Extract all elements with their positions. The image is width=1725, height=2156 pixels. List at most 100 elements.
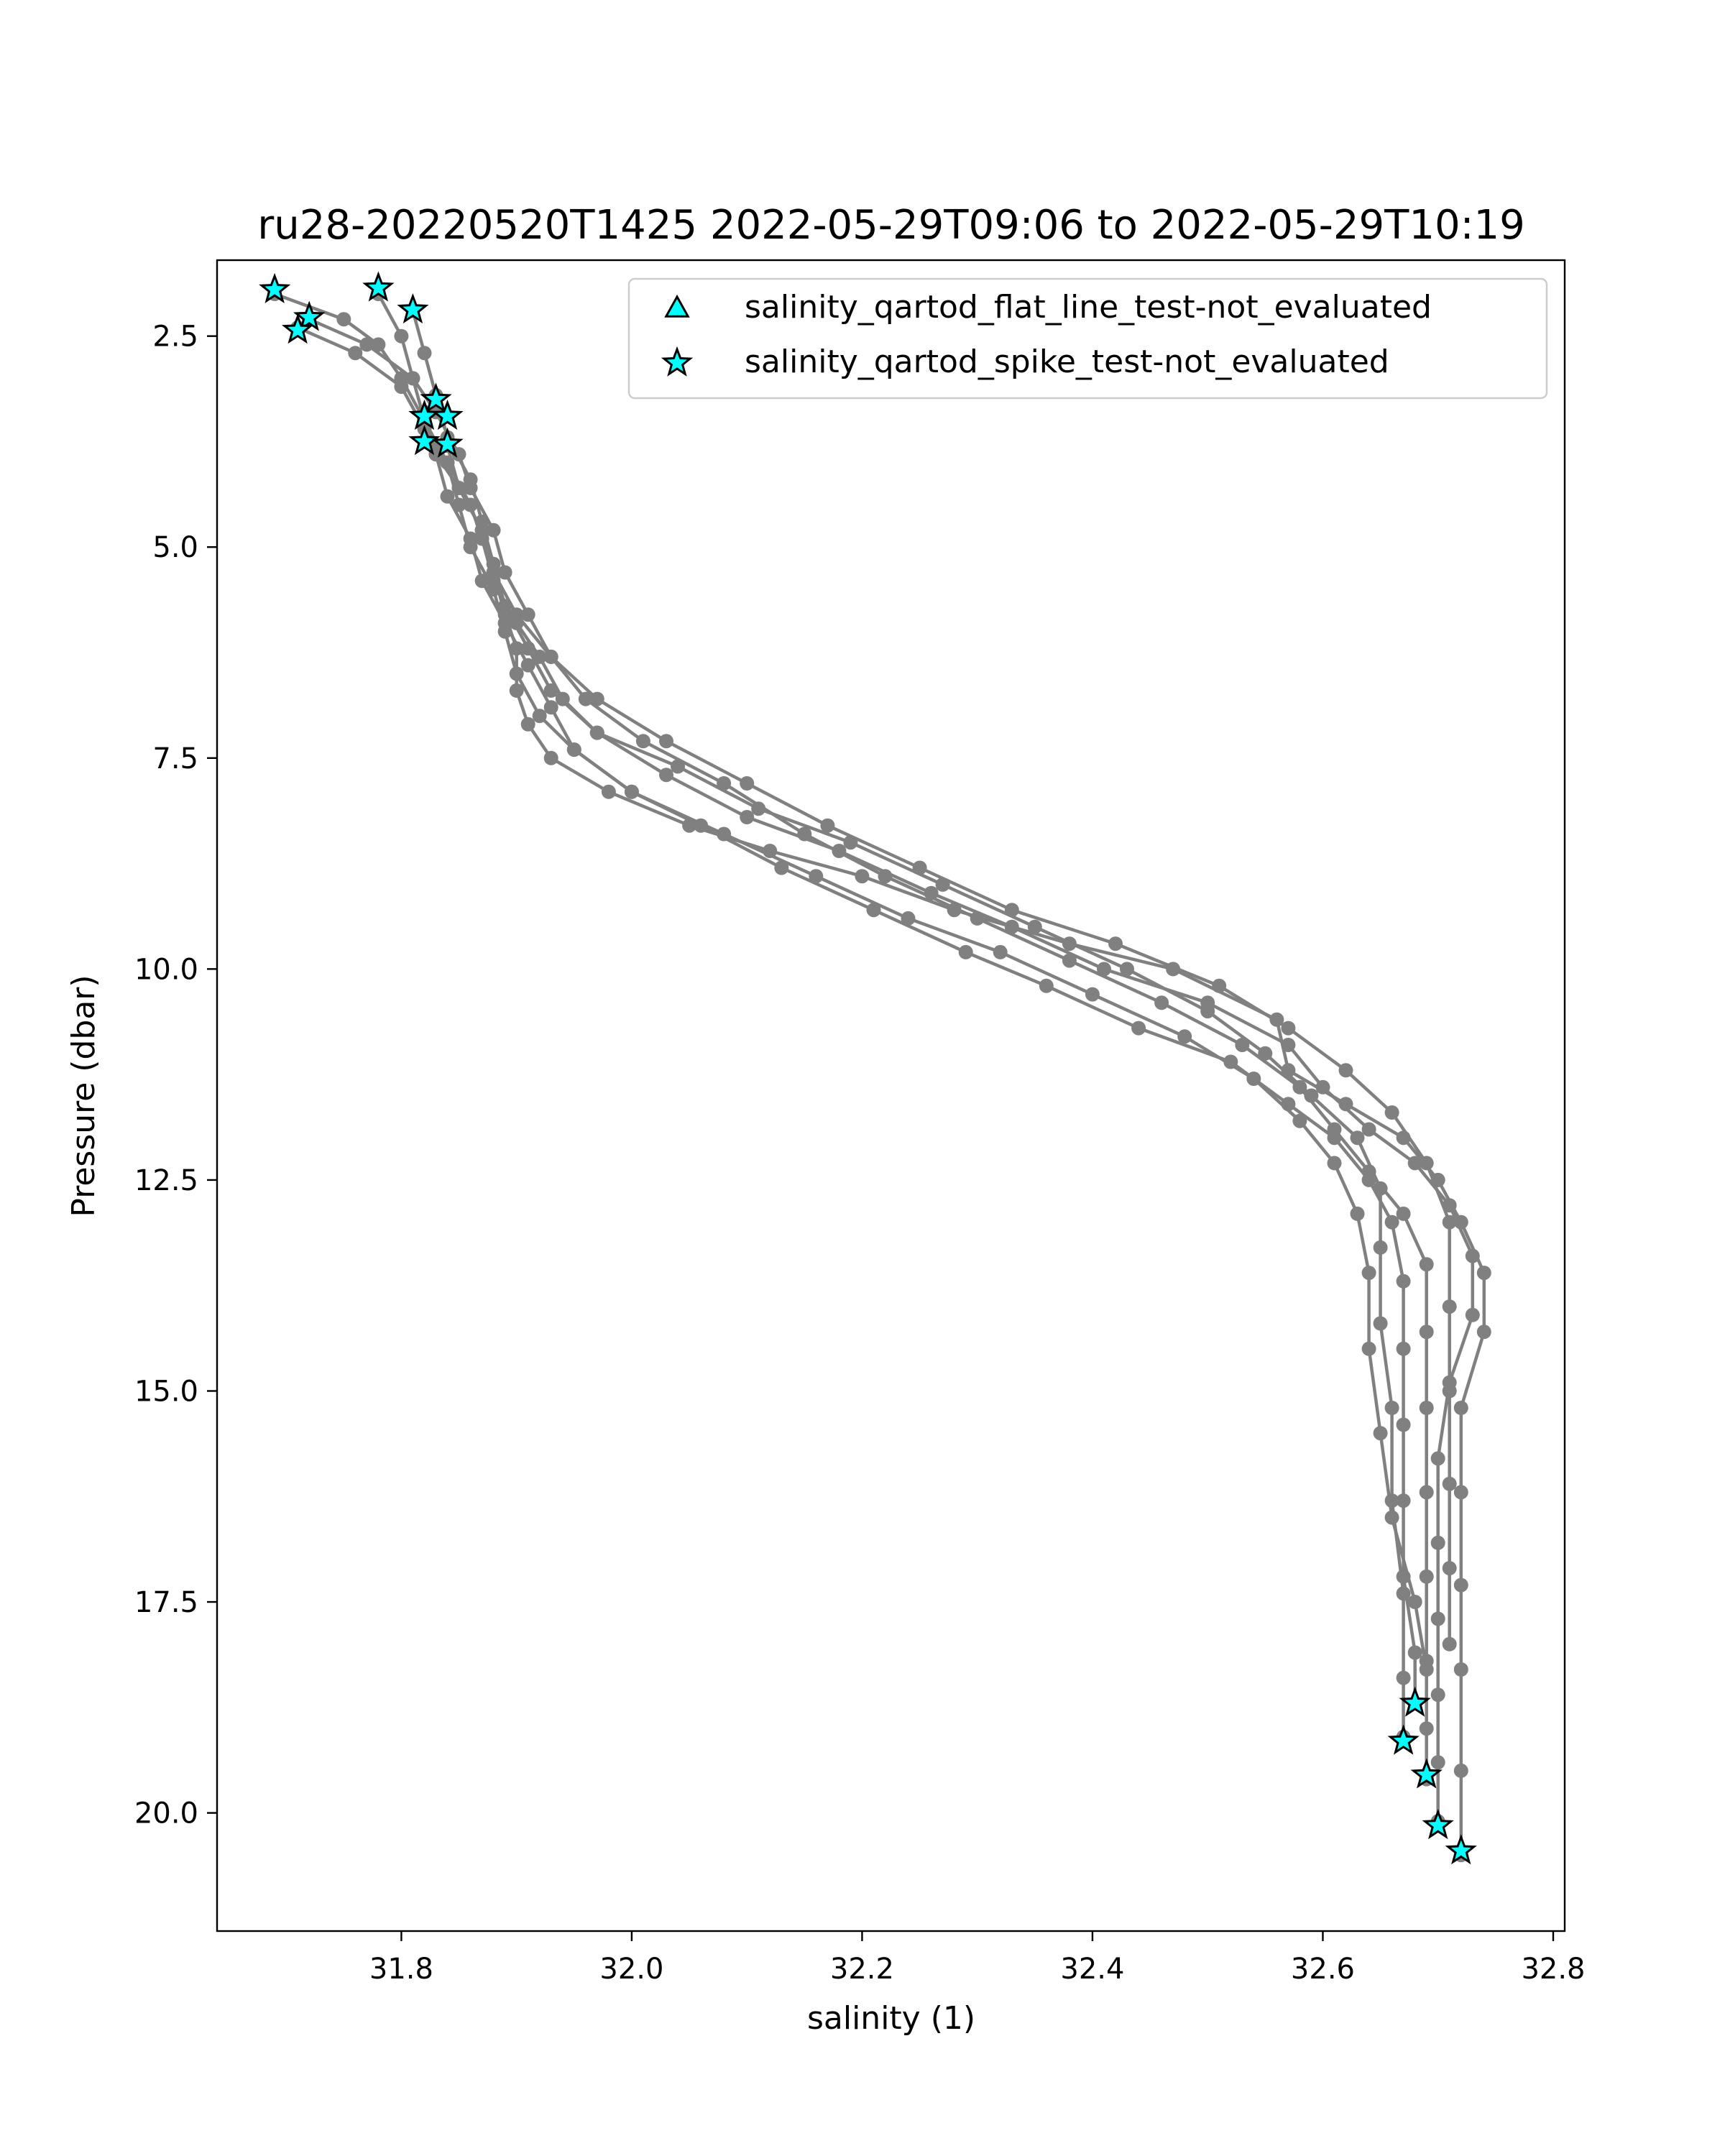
profile-point (751, 801, 766, 816)
profile-point (486, 522, 501, 538)
profile-point (520, 641, 535, 656)
profile-point (1373, 1426, 1388, 1441)
profile-point (463, 472, 478, 487)
profile-point (1281, 1021, 1296, 1036)
profile-point (589, 691, 604, 706)
x-tick-label: 32.2 (830, 1953, 894, 1986)
profile-point (463, 531, 478, 546)
profile-point (1258, 1046, 1273, 1061)
profile-point (336, 312, 351, 327)
y-axis: 2.5 5.0 7.5 10.0 12.5 15.0 17.5 20.0 (134, 321, 217, 1830)
legend-label-flat-line: salinity_qartod_flat_line_test-not_evalu… (745, 289, 1432, 326)
x-tick-label: 32.6 (1291, 1953, 1355, 1986)
profile-point (1430, 1451, 1445, 1466)
profile-point (451, 481, 466, 495)
profile-point (1027, 919, 1042, 934)
profile-point (1465, 1248, 1480, 1263)
profile-point (1281, 1038, 1296, 1052)
profile-point (1396, 1341, 1411, 1356)
profile-point (1154, 995, 1169, 1010)
profile-point (1396, 1493, 1411, 1508)
profile-point (474, 522, 489, 538)
profile-point (1327, 1130, 1342, 1146)
plot-frame (216, 259, 1566, 1932)
profile-point (1430, 1611, 1445, 1626)
legend-triangle-shape (664, 294, 690, 318)
profile-point (532, 709, 547, 724)
profile-point (1384, 1105, 1399, 1120)
y-tick-label: 7.5 (152, 742, 198, 775)
profile-point (740, 810, 755, 824)
profile-point (1396, 1417, 1411, 1432)
profile-point (1361, 1172, 1376, 1187)
profile-point (740, 776, 755, 791)
spike-test-star-marker (431, 399, 464, 430)
profile-point (1384, 1401, 1399, 1415)
y-tick-label: 5.0 (152, 531, 198, 564)
x-tick-label: 32.0 (599, 1953, 663, 1986)
profile-point (405, 371, 420, 386)
profile-point (1350, 1206, 1365, 1221)
profile-point (820, 818, 835, 833)
profile-point (671, 759, 685, 774)
profile-point (497, 615, 512, 630)
profile-point (1442, 1636, 1457, 1651)
profile-point (1062, 953, 1077, 968)
profile-point (1004, 919, 1019, 934)
spike-test-star-marker (397, 293, 429, 324)
spike-test-star-marker (293, 300, 326, 331)
x-tick-label: 32.8 (1521, 1953, 1585, 1986)
profile-point (1442, 1383, 1457, 1399)
profile-point (371, 337, 386, 352)
y-tick-label: 15.0 (134, 1375, 198, 1408)
profile-point (440, 489, 455, 504)
profile-point (1442, 1299, 1457, 1314)
profile-point (1453, 1401, 1468, 1415)
profile-point (359, 337, 374, 352)
profile-point (659, 768, 673, 783)
profile-point (601, 784, 616, 799)
profile-point (520, 658, 535, 673)
profile-point (1373, 1181, 1388, 1196)
profile-point (1292, 1113, 1307, 1128)
profile-point (912, 860, 927, 875)
profile-point (1442, 1215, 1457, 1230)
profile-point (1419, 1325, 1434, 1340)
profile-point (1453, 1662, 1468, 1677)
profile-point (1097, 962, 1111, 977)
profile-point (958, 944, 973, 959)
profile-point (1373, 1240, 1388, 1255)
profile-point (1338, 1063, 1353, 1078)
profile-point (1384, 1510, 1399, 1525)
y-tick-label: 20.0 (134, 1797, 198, 1830)
y-tick-label: 12.5 (134, 1164, 198, 1197)
profile-point (1361, 1341, 1376, 1356)
profile-point (1419, 1485, 1434, 1500)
profile-point (1108, 936, 1123, 952)
profile-point (520, 607, 535, 622)
legend-star-shape (661, 346, 694, 377)
y-tick-label: 10.0 (134, 953, 198, 986)
profile-point (543, 750, 558, 765)
profile-point (543, 683, 558, 698)
profile-point (566, 742, 581, 757)
spike-test-star-marker (1445, 1834, 1477, 1865)
profile-point (1212, 978, 1227, 993)
profile-point (394, 379, 409, 395)
spike-test-star-marker (431, 427, 464, 458)
profile-point (1235, 1038, 1250, 1052)
profile-point (497, 565, 512, 580)
profile-point (1396, 1206, 1411, 1221)
profile-point (1430, 1755, 1445, 1770)
profile-point (1304, 1088, 1319, 1103)
profile-point (1281, 1063, 1296, 1078)
profile-point (1315, 1079, 1330, 1095)
profile-point (866, 903, 881, 918)
spike-test-star-marker (282, 313, 314, 344)
profile-point (809, 869, 824, 884)
profile-point (1407, 1595, 1422, 1609)
profile-point (520, 717, 535, 732)
x-tick-label: 31.8 (369, 1953, 433, 1986)
profile-point (855, 869, 870, 884)
profile-point (1442, 1561, 1457, 1576)
